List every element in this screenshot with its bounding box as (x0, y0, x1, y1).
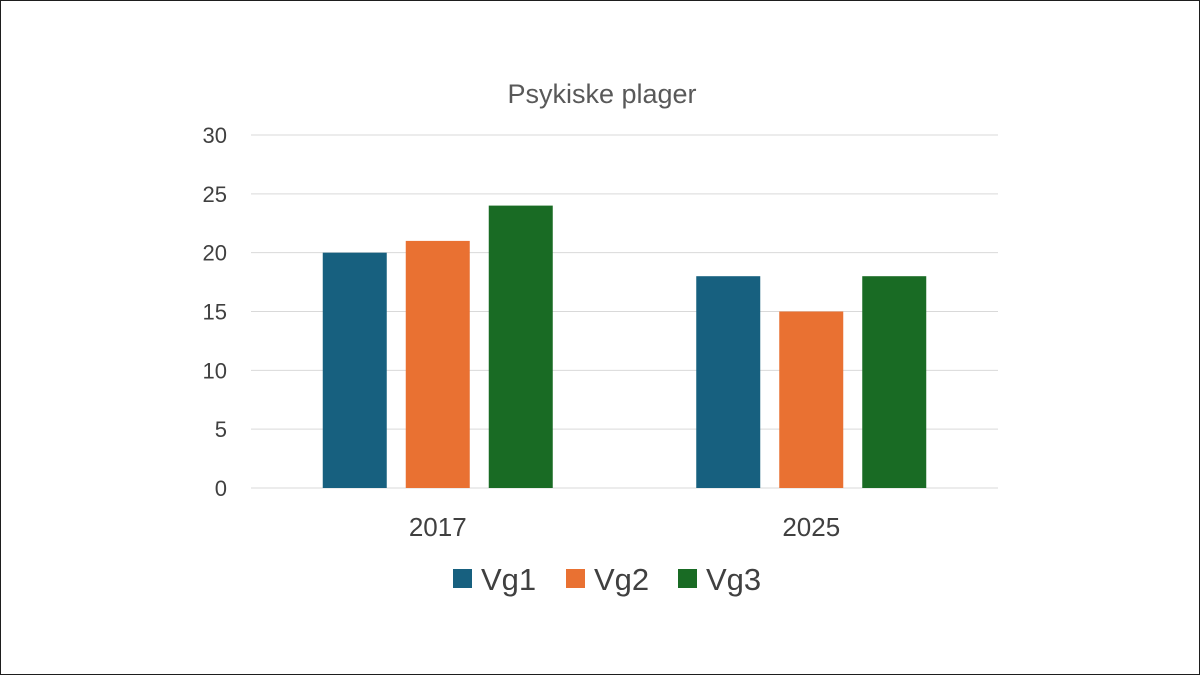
legend-item-vg2: Vg2 (566, 562, 649, 597)
x-tick-label: 2017 (409, 512, 467, 542)
y-tick-label: 30 (203, 123, 227, 148)
legend-swatch (678, 569, 697, 588)
bar-vg1-2025 (696, 276, 761, 488)
bar-vg3-2017 (488, 205, 553, 488)
bar-vg3-2025 (862, 276, 927, 488)
y-tick-label: 0 (215, 476, 227, 501)
legend-swatch (453, 569, 472, 588)
chart-title: Psykiske plager (507, 79, 696, 109)
legend-label: Vg1 (481, 562, 536, 597)
bar-vg2-2017 (405, 240, 470, 488)
legend-swatch (566, 569, 585, 588)
legend-label: Vg2 (594, 562, 649, 597)
legend-item-vg3: Vg3 (678, 562, 761, 597)
x-tick-label: 2025 (782, 512, 840, 542)
y-tick-label: 10 (203, 358, 227, 383)
legend-label: Vg3 (706, 562, 761, 597)
y-tick-label: 5 (215, 417, 227, 442)
bar-vg1-2017 (322, 252, 387, 488)
x-axis-tick-labels: 2017 2025 (409, 512, 840, 542)
y-tick-label: 25 (203, 182, 227, 207)
legend-item-vg1: Vg1 (453, 562, 536, 597)
legend: Vg1 Vg2 Vg3 (453, 562, 761, 597)
y-tick-label: 20 (203, 241, 227, 266)
y-axis-tick-labels: 0 5 10 15 20 25 30 (203, 123, 227, 501)
bars (322, 205, 927, 488)
bar-vg2-2025 (779, 311, 844, 488)
y-tick-label: 15 (203, 300, 227, 325)
